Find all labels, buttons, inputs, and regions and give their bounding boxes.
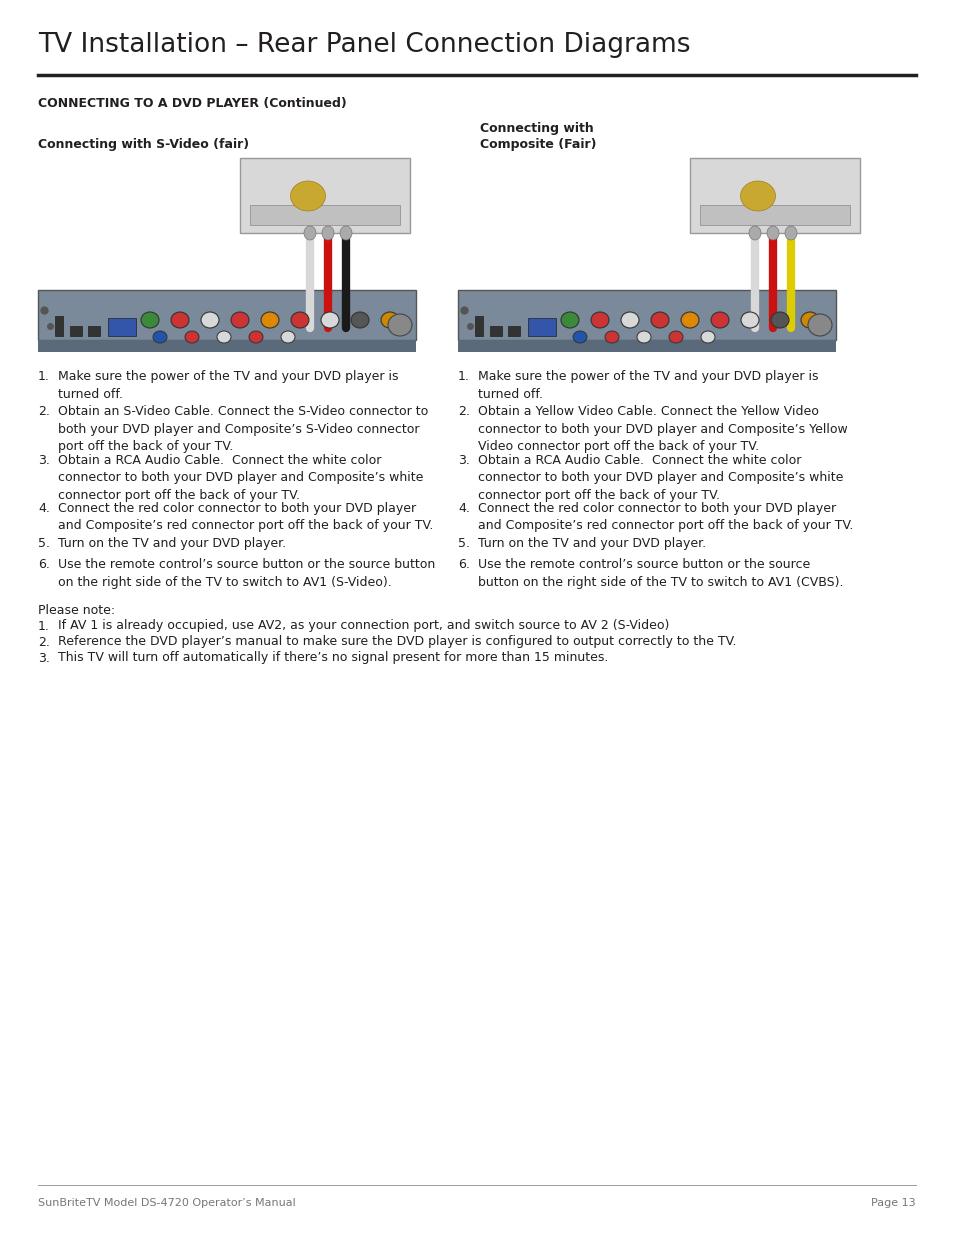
Bar: [490, 326, 501, 336]
Ellipse shape: [620, 312, 639, 329]
Text: 2.: 2.: [38, 636, 50, 648]
Text: 2.: 2.: [457, 405, 470, 417]
Text: 5.: 5.: [38, 537, 50, 550]
Ellipse shape: [680, 312, 699, 329]
Ellipse shape: [748, 226, 760, 240]
Text: 3.: 3.: [38, 652, 50, 664]
Ellipse shape: [740, 182, 775, 211]
Text: 3.: 3.: [457, 453, 470, 467]
Ellipse shape: [668, 331, 682, 343]
Ellipse shape: [560, 312, 578, 329]
Text: SunBriteTV Model DS-4720 Operator’s Manual: SunBriteTV Model DS-4720 Operator’s Manu…: [38, 1198, 295, 1208]
Text: TV Installation – Rear Panel Connection Diagrams: TV Installation – Rear Panel Connection …: [38, 32, 690, 58]
Text: Reference the DVD player’s manual to make sure the DVD player is configured to o: Reference the DVD player’s manual to mak…: [58, 636, 736, 648]
Text: Use the remote control’s source button or the source button
on the right side of: Use the remote control’s source button o…: [58, 558, 435, 589]
Text: Connecting with S-Video (fair): Connecting with S-Video (fair): [38, 138, 249, 151]
Ellipse shape: [291, 312, 309, 329]
Text: If AV 1 is already occupied, use AV2, as your connection port, and switch source: If AV 1 is already occupied, use AV2, as…: [58, 620, 669, 632]
Text: Obtain a Yellow Video Cable. Connect the Yellow Video
connector to both your DVD: Obtain a Yellow Video Cable. Connect the…: [477, 405, 847, 453]
Bar: [700, 205, 849, 225]
Text: 1.: 1.: [38, 370, 50, 383]
Bar: [475, 316, 482, 336]
Ellipse shape: [637, 331, 650, 343]
Bar: [457, 340, 835, 352]
Text: Page 13: Page 13: [870, 1198, 915, 1208]
Ellipse shape: [141, 312, 159, 329]
Bar: [689, 158, 859, 233]
Text: Connect the red color connector to both your DVD player
and Composite’s red conn: Connect the red color connector to both …: [477, 501, 853, 532]
Bar: [88, 326, 100, 336]
Ellipse shape: [171, 312, 189, 329]
Text: 2.: 2.: [38, 405, 50, 417]
Ellipse shape: [201, 312, 219, 329]
Text: Obtain a RCA Audio Cable.  Connect the white color
connector to both your DVD pl: Obtain a RCA Audio Cable. Connect the wh…: [58, 453, 423, 501]
Ellipse shape: [770, 312, 788, 329]
Ellipse shape: [710, 312, 728, 329]
Bar: [240, 158, 410, 233]
Ellipse shape: [351, 312, 369, 329]
Ellipse shape: [249, 331, 263, 343]
Text: Make sure the power of the TV and your DVD player is
turned off.: Make sure the power of the TV and your D…: [58, 370, 398, 400]
Ellipse shape: [231, 312, 249, 329]
Ellipse shape: [388, 314, 412, 336]
Ellipse shape: [801, 312, 818, 329]
Text: 6.: 6.: [457, 558, 470, 572]
Text: Please note:: Please note:: [38, 604, 115, 616]
Bar: [55, 316, 63, 336]
Ellipse shape: [784, 226, 796, 240]
Ellipse shape: [604, 331, 618, 343]
Text: Turn on the TV and your DVD player.: Turn on the TV and your DVD player.: [58, 537, 286, 550]
Ellipse shape: [380, 312, 398, 329]
Text: 6.: 6.: [38, 558, 50, 572]
Ellipse shape: [320, 312, 338, 329]
Text: Use the remote control’s source button or the source
button on the right side of: Use the remote control’s source button o…: [477, 558, 842, 589]
Text: Turn on the TV and your DVD player.: Turn on the TV and your DVD player.: [477, 537, 705, 550]
Ellipse shape: [339, 226, 352, 240]
Bar: [250, 205, 399, 225]
Ellipse shape: [700, 331, 714, 343]
Bar: [38, 340, 416, 352]
Ellipse shape: [152, 331, 167, 343]
Text: Connecting with
Composite (Fair): Connecting with Composite (Fair): [479, 122, 596, 151]
Text: 1.: 1.: [457, 370, 470, 383]
Text: 5.: 5.: [457, 537, 470, 550]
Text: Connect the red color connector to both your DVD player
and Composite’s red conn: Connect the red color connector to both …: [58, 501, 433, 532]
Ellipse shape: [650, 312, 668, 329]
Text: CONNECTING TO A DVD PLAYER (Continued): CONNECTING TO A DVD PLAYER (Continued): [38, 98, 346, 110]
Text: Make sure the power of the TV and your DVD player is
turned off.: Make sure the power of the TV and your D…: [477, 370, 818, 400]
Text: 4.: 4.: [38, 501, 50, 515]
Ellipse shape: [573, 331, 586, 343]
Bar: [507, 326, 519, 336]
Text: 4.: 4.: [457, 501, 470, 515]
Ellipse shape: [304, 226, 315, 240]
Ellipse shape: [291, 182, 325, 211]
Ellipse shape: [590, 312, 608, 329]
Bar: [527, 317, 556, 336]
Text: Obtain a RCA Audio Cable.  Connect the white color
connector to both your DVD pl: Obtain a RCA Audio Cable. Connect the wh…: [477, 453, 842, 501]
Text: 3.: 3.: [38, 453, 50, 467]
Ellipse shape: [261, 312, 278, 329]
Ellipse shape: [281, 331, 294, 343]
Ellipse shape: [322, 226, 334, 240]
Bar: [70, 326, 82, 336]
Ellipse shape: [185, 331, 199, 343]
Text: This TV will turn off automatically if there’s no signal present for more than 1: This TV will turn off automatically if t…: [58, 652, 608, 664]
Ellipse shape: [766, 226, 779, 240]
Bar: [457, 290, 835, 340]
Ellipse shape: [216, 331, 231, 343]
Ellipse shape: [740, 312, 759, 329]
Text: 1.: 1.: [38, 620, 50, 632]
Ellipse shape: [807, 314, 831, 336]
Bar: [38, 290, 416, 340]
Text: Obtain an S-Video Cable. Connect the S-Video connector to
both your DVD player a: Obtain an S-Video Cable. Connect the S-V…: [58, 405, 428, 453]
Bar: [108, 317, 136, 336]
